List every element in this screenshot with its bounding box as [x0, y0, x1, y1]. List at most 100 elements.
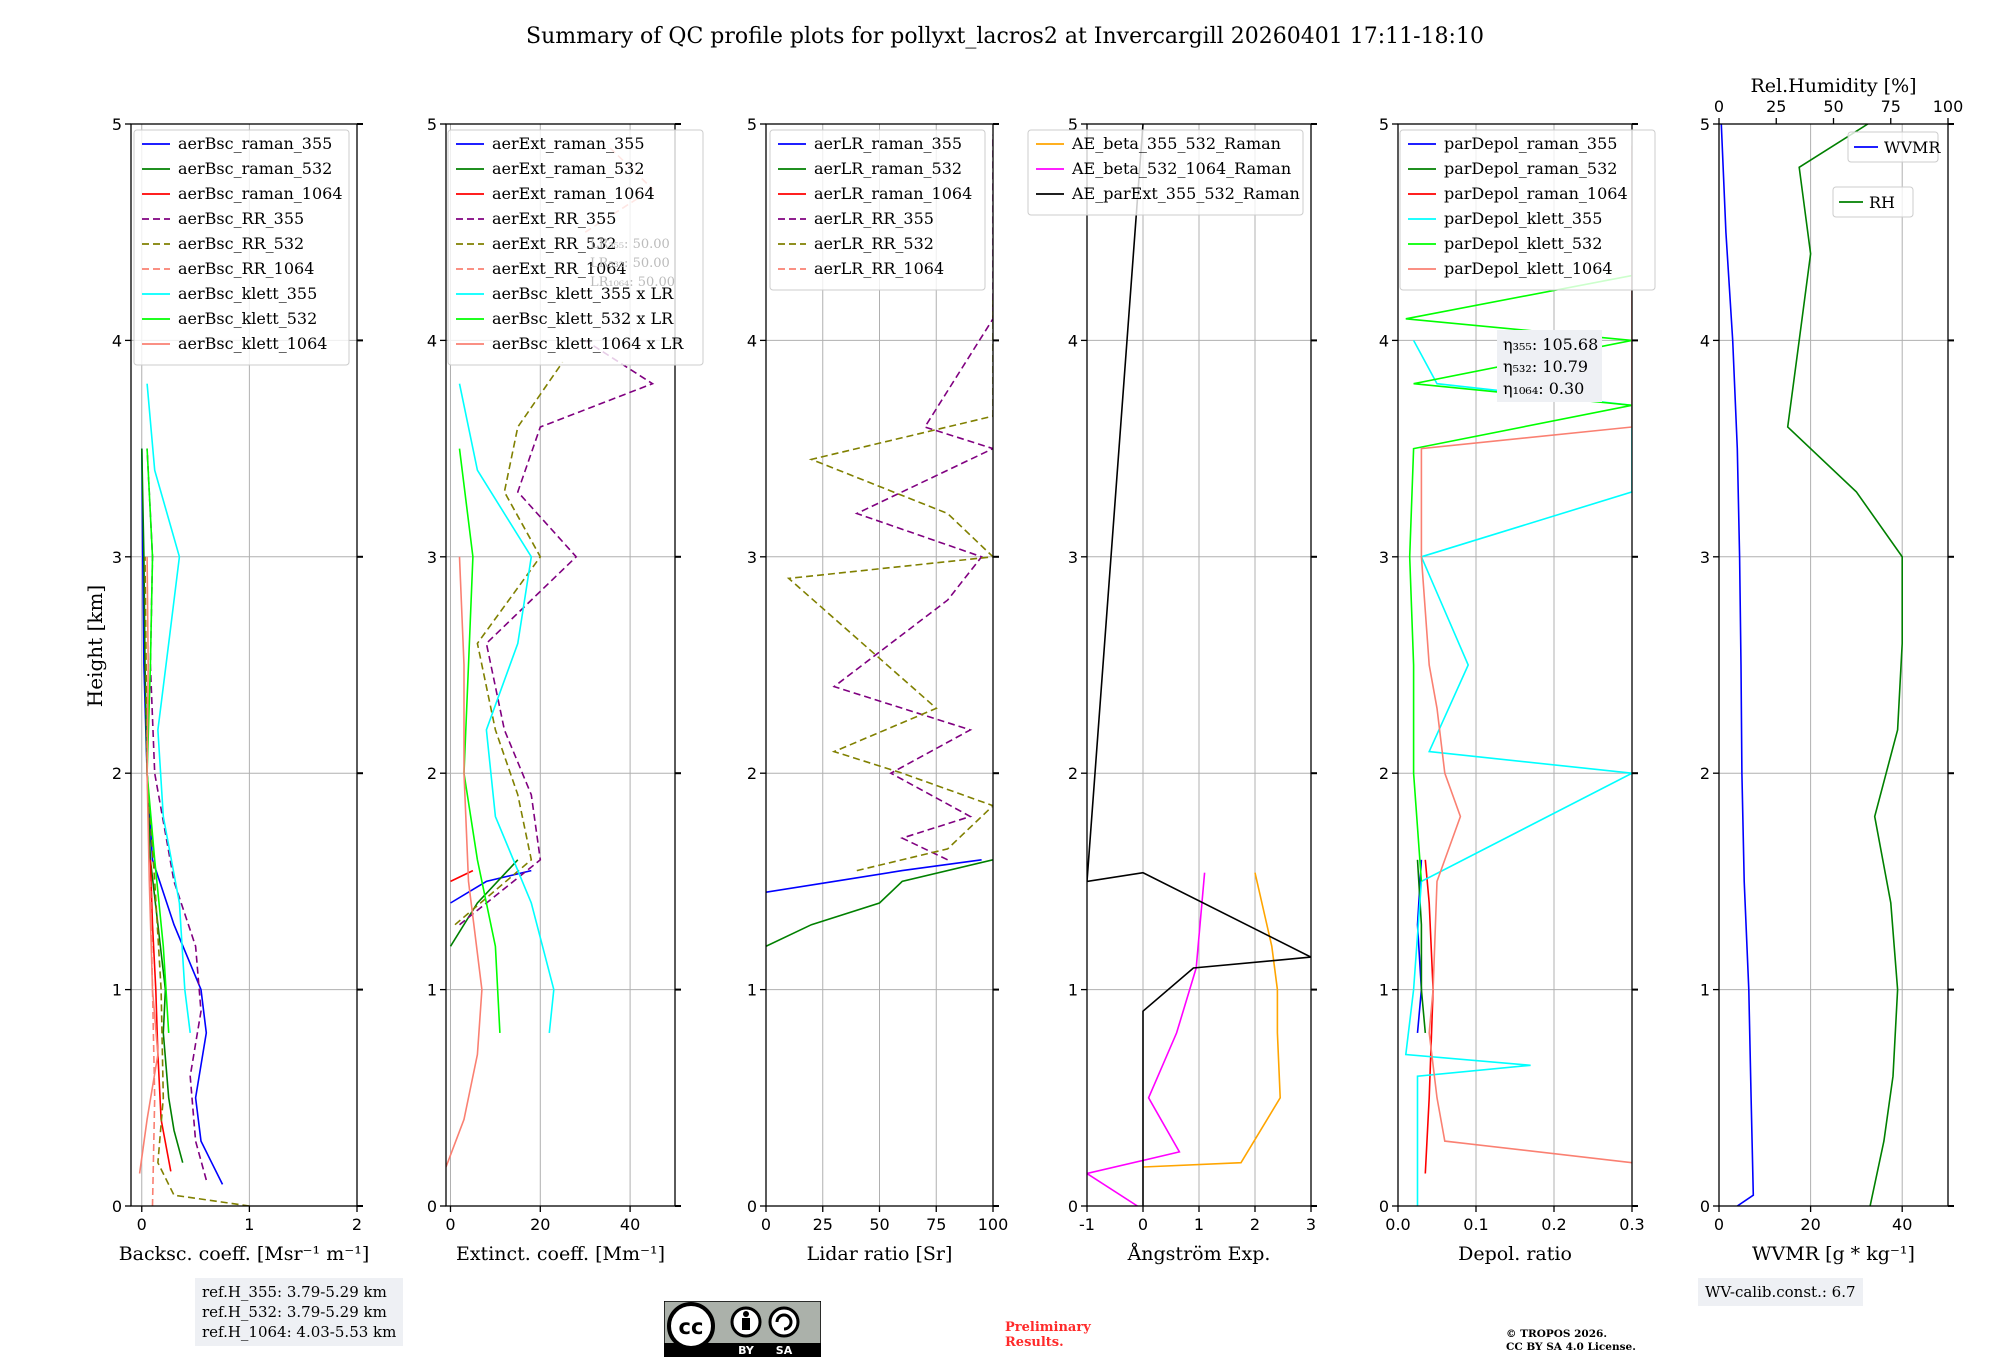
legend: aerBsc_raman_355 aerBsc_raman_532 aerBsc_r…: [133, 129, 350, 366]
series-line-aerExt_raman_532: [449, 859, 519, 947]
axes-frame: [130, 123, 358, 1207]
legend-entry-aerBsc_klett_1064 x LR: aerBsc_klett_1064 x LR: [492, 334, 684, 353]
legend-box: [1027, 129, 1304, 216]
legend-entry-parDepol_klett_532: parDepol_klett_532: [1444, 234, 1602, 253]
y-tick-label: 0: [112, 1197, 122, 1216]
x-tick-label: 0: [1138, 1215, 1148, 1234]
x-tick-label: -1: [1079, 1215, 1095, 1234]
y-tick-label: 1: [1379, 981, 1389, 1000]
series-line-AE_beta_532_1064_Raman: [1087, 872, 1206, 1206]
y-tick-label: 1: [112, 981, 122, 1000]
series-line-aerExt_RR_532: [454, 361, 564, 926]
lidar-ratio-note: LR₅₃₂: 50.00: [590, 256, 670, 271]
copyright-note: © TROPOS 2026. CC BY SA 4.0 License.: [1506, 1328, 1636, 1354]
x-tick-label: 0.2: [1541, 1215, 1566, 1234]
ref-height-1064: ref.H_1064: 4.03-5.53 km: [202, 1323, 397, 1341]
y-tick-label: 5: [112, 115, 122, 134]
legend-box: [1832, 186, 1914, 218]
axes-frame: [445, 123, 676, 1207]
series-line-aerBsc_klett_1064: [138, 556, 159, 1174]
legend-entry-aerLR_raman_355: aerLR_raman_355: [814, 134, 962, 153]
cc-icon: [667, 1302, 715, 1350]
legend-entry-aerBsc_klett_1064: aerBsc_klett_1064: [178, 334, 327, 353]
y-tick-label: 1: [747, 981, 757, 1000]
top-x-tick-label: 25: [1766, 97, 1786, 116]
y-tick-label: 3: [1379, 548, 1389, 567]
legend: aerExt_raman_355 aerExt_raman_532 aerExt_r…: [447, 129, 704, 366]
lidar-ratio-note: LR₁₀₆₄: 50.00: [590, 275, 675, 290]
y-tick-label: 4: [112, 331, 122, 350]
top-x-tick-label: 75: [1881, 97, 1901, 116]
legend-entry-parDepol_raman_1064: parDepol_raman_1064: [1444, 184, 1628, 203]
x-axis-label: Lidar ratio [Sr]: [807, 1243, 953, 1265]
x-tick-label: 75: [926, 1215, 946, 1234]
by-text: BY: [738, 1344, 755, 1357]
preliminary-line-1: Preliminary: [1005, 1320, 1091, 1335]
legend-entry-aerBsc_RR_532: aerBsc_RR_532: [178, 234, 304, 253]
legend-entry-aerBsc_klett_532 x LR: aerBsc_klett_532 x LR: [492, 309, 674, 328]
legend-entry-aerBsc_klett_355 x LR: aerBsc_klett_355 x LR: [492, 284, 674, 303]
legend-entry-aerExt_RR_1064: aerExt_RR_1064: [492, 259, 627, 278]
y-tick-label: 1: [427, 981, 437, 1000]
eta-value: η₅₃₂: 10.79: [1503, 357, 1588, 376]
legend-entry-aerBsc_klett_355: aerBsc_klett_355: [178, 284, 317, 303]
legend-box: [769, 129, 986, 291]
top-x-axis-label: Rel.Humidity [%]: [1750, 75, 1916, 97]
eta-value: η₃₅₅: 105.68: [1503, 335, 1598, 354]
top-x-tick-label: 100: [1933, 97, 1964, 116]
y-tick-label: 3: [747, 548, 757, 567]
copyright-line-2: CC BY SA 4.0 License.: [1506, 1341, 1636, 1353]
y-tick-label: 0: [747, 1197, 757, 1216]
y-tick-label: 5: [427, 115, 437, 134]
x-tick-label: 40: [1892, 1215, 1912, 1234]
legend-box: [133, 129, 350, 366]
legend-entry-AE_beta_532_1064_Raman: AE_beta_532_1064_Raman: [1071, 159, 1291, 178]
y-tick-label: 2: [427, 764, 437, 783]
series-line-AE_parExt_355_532_Raman: [1087, 124, 1311, 1206]
x-axis-label: Depol. ratio: [1458, 1243, 1572, 1265]
series-line-aerBsc_klett_1064 x LR: [446, 556, 483, 1168]
legend-entry-aerLR_raman_1064: aerLR_raman_1064: [814, 184, 972, 203]
legend: aerLR_raman_355 aerLR_raman_532 aerLR_rama…: [769, 129, 986, 291]
x-tick-label: 0.1: [1463, 1215, 1488, 1234]
x-tick-label: 0.3: [1619, 1215, 1644, 1234]
x-tick-label: 0: [445, 1215, 455, 1234]
cc-text: cc: [679, 1315, 704, 1339]
y-tick-label: 4: [1068, 331, 1078, 350]
series-line-aerBsc_raman_355: [141, 448, 224, 1185]
legend-box: [1399, 129, 1656, 291]
x-tick-label: 0.0: [1385, 1215, 1410, 1234]
x-tick-label: 2: [352, 1215, 362, 1234]
legend-entry-aerBsc_raman_532: aerBsc_raman_532: [178, 159, 332, 178]
legend-entry-aerExt_RR_355: aerExt_RR_355: [492, 209, 616, 228]
preliminary-line-2: Results.: [1005, 1335, 1064, 1350]
series-line-aerBsc_raman_532: [141, 448, 184, 1163]
x-tick-label: 20: [530, 1215, 550, 1234]
x-tick-label: 40: [620, 1215, 640, 1234]
y-tick-label: 2: [1379, 764, 1389, 783]
series-line-WVMR: [1720, 124, 1755, 1206]
legend-entry-aerBsc_raman_1064: aerBsc_raman_1064: [178, 184, 343, 203]
y-tick-label: 3: [112, 548, 122, 567]
legend-entry-parDepol_klett_1064: parDepol_klett_1064: [1444, 259, 1613, 278]
top-x-tick-label: 50: [1823, 97, 1843, 116]
series-line-aerExt_RR_355: [458, 339, 655, 926]
y-tick-label: 2: [747, 764, 757, 783]
series-line-aerBsc_RR_532: [144, 556, 250, 1206]
legend-entry-aerExt_raman_532: aerExt_raman_532: [492, 159, 645, 178]
ref-height-532: ref.H_532: 3.79-5.29 km: [202, 1303, 387, 1321]
series-line-aerExt_raman_1064: [450, 869, 474, 883]
y-tick-label: 4: [1379, 331, 1389, 350]
series-line-aerBsc_raman_1064: [149, 859, 172, 1172]
x-axis-label: Backsc. coeff. [Msr⁻¹ m⁻¹]: [119, 1243, 370, 1265]
cc-license-badge: cc BY SA: [664, 1301, 821, 1357]
y-axis-label: Height [km]: [83, 585, 107, 707]
y-tick-label: 5: [747, 115, 757, 134]
series-line-aerLR_RR_355: [832, 134, 993, 861]
series-line-aerExt_raman_355: [450, 869, 532, 904]
y-tick-label: 2: [1068, 764, 1078, 783]
